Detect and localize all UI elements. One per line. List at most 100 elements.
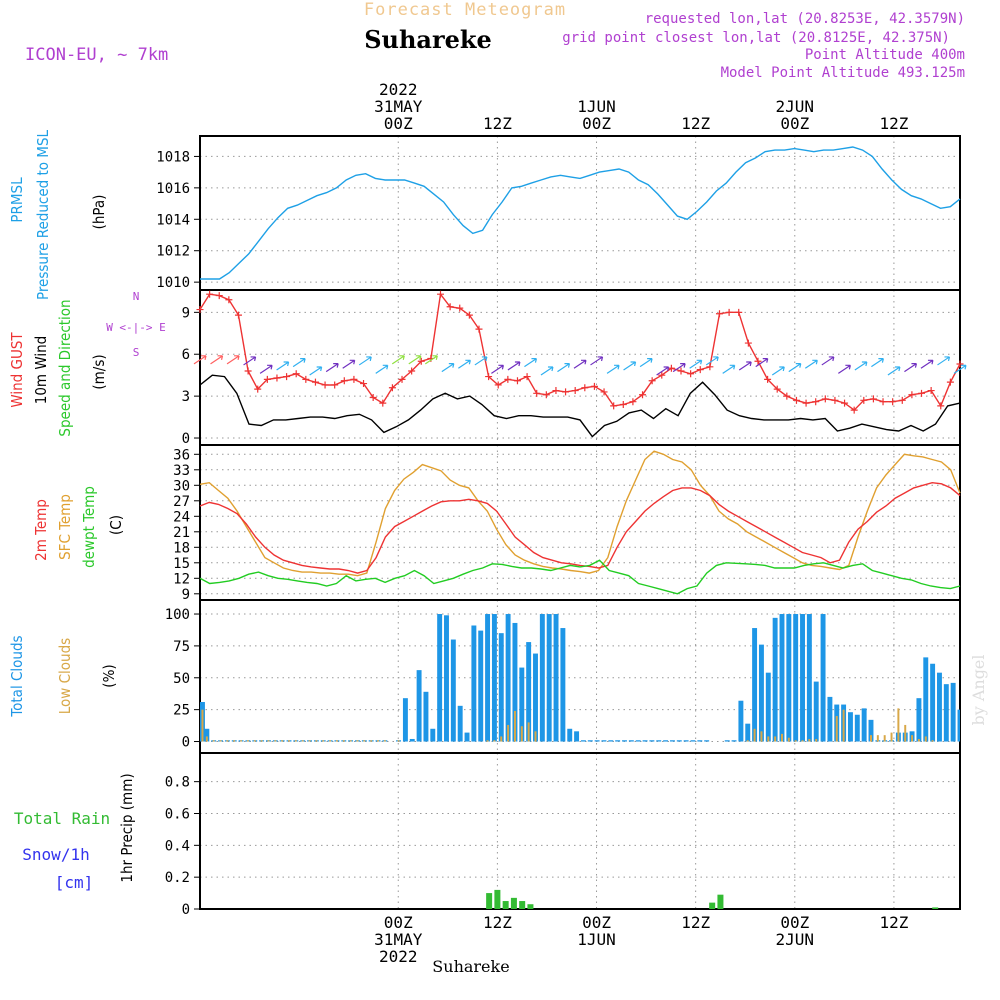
snow-unit-label: [cm] <box>55 873 94 892</box>
wind-arrow <box>358 356 372 366</box>
wind-arrow <box>590 356 604 366</box>
y-tick-label: 0 <box>182 431 190 447</box>
wind-arrow <box>788 363 802 373</box>
y-tick-label: 1014 <box>156 212 190 228</box>
y-tick-label: 18 <box>173 540 190 556</box>
model-label: ICON-EU, ~ 7km <box>25 45 168 65</box>
total-cloud-bar <box>485 614 491 742</box>
gust-line-marker <box>408 367 416 375</box>
gust-line-marker <box>821 395 829 403</box>
low-cloud-bar <box>315 740 318 742</box>
wind-arrow <box>920 359 934 369</box>
y-tick-label: 9 <box>182 305 190 321</box>
total-cloud-bar <box>779 614 785 742</box>
gust-line-marker <box>244 367 252 375</box>
wind-arrow <box>375 364 389 374</box>
low-cloud-bar <box>377 740 380 742</box>
panel-wind: 0 3 6 9 <box>182 289 961 447</box>
total-cloud-bar <box>943 684 949 742</box>
y-tick-label: 9 <box>182 587 190 603</box>
gust-line-marker <box>889 398 897 406</box>
gust-line-marker <box>812 398 820 406</box>
wind-unit: (m/s) <box>90 354 108 389</box>
low-cloud-bar <box>917 738 920 742</box>
time-label: 00Z <box>582 114 611 133</box>
snow-label: Snow/1h <box>22 845 89 864</box>
y-tick-label: 15 <box>173 556 190 572</box>
gust-line-marker <box>225 296 233 304</box>
total-cloud-bar <box>813 681 819 742</box>
sfc-label: SFC Temp <box>56 494 74 560</box>
gust-line-marker <box>369 394 377 402</box>
low-cloud-bar <box>780 733 783 742</box>
gust-line-marker <box>311 378 319 386</box>
dewpt-line <box>199 559 961 595</box>
total-cloud-bar <box>526 642 532 742</box>
requested-coords: requested lon,lat (20.8253E, 42.3579N) <box>645 11 965 27</box>
clouds-unit: (%) <box>100 664 118 687</box>
low-cloud-bar <box>356 740 359 742</box>
total-cloud-bar <box>752 628 758 742</box>
y-tick-label: 50 <box>173 671 190 687</box>
total-cloud-bar <box>601 740 607 742</box>
low-cloud-bar <box>808 738 811 742</box>
total-cloud-bar <box>628 740 634 742</box>
low-cloud-bar <box>876 735 879 742</box>
low-cloud-bar <box>931 740 934 742</box>
panel-precip: 0 0.2 0.4 0.6 0.8 <box>165 752 961 918</box>
low-cloud-bar <box>335 740 338 742</box>
total-cloud-bar <box>800 614 805 742</box>
wind-arrow <box>854 361 868 371</box>
total-cloud-bar <box>676 740 682 742</box>
gust-line-marker <box>446 303 454 311</box>
y-tick-label: 0.6 <box>165 806 190 822</box>
wind-arrow <box>623 361 637 371</box>
time-label: 12Z <box>483 114 512 133</box>
low-cloud-bar <box>513 710 516 742</box>
temp2m-label: 2m Temp <box>32 499 50 561</box>
gust-line-marker <box>696 366 704 374</box>
total-cloud-bar <box>478 630 484 742</box>
wind-arrow <box>424 355 438 365</box>
gust-line-marker <box>523 373 531 381</box>
time-label: 12Z <box>681 114 710 133</box>
gust-line-marker <box>437 290 445 298</box>
wind-arrow <box>259 364 273 374</box>
low-cloud-bar <box>835 716 838 742</box>
y-tick-label: 1010 <box>156 275 190 291</box>
point-altitude: Point Altitude 400m <box>805 47 965 63</box>
wind-arrow <box>804 359 818 369</box>
place-title: Suhareke <box>364 25 492 54</box>
rain-bar <box>510 897 517 909</box>
wind-arrow <box>408 355 422 365</box>
gust-line-marker <box>379 399 387 407</box>
total-cloud-bar <box>868 719 874 742</box>
footer-place: Suhareke <box>432 957 509 976</box>
wind-arrow <box>904 363 918 373</box>
gust-line-marker <box>792 396 800 404</box>
low-cloud-bar <box>288 740 290 742</box>
low-cloud-bar <box>226 740 229 742</box>
total-cloud-bar <box>820 614 826 742</box>
gust-line-marker <box>658 371 666 379</box>
gust-line-marker <box>898 396 906 404</box>
total-cloud-bar <box>697 740 703 742</box>
wind-arrow <box>755 358 769 368</box>
total-cloud-bar <box>464 732 470 742</box>
wind-arrow <box>557 363 571 373</box>
rain-label: Total Rain <box>14 809 110 828</box>
gust-line-marker <box>927 387 935 395</box>
gust-line-marker <box>494 381 502 389</box>
chart-title: Forecast Meteogram <box>364 0 566 20</box>
wind-arrow <box>325 363 339 373</box>
low-cloud-bar <box>219 740 222 742</box>
gust-line-marker <box>937 402 945 410</box>
total-cloud-bar <box>806 614 812 742</box>
gust-line-marker <box>485 373 493 381</box>
y-tick-label: 6 <box>182 347 190 363</box>
gust-line-marker <box>456 304 464 312</box>
total-cloud-bar <box>519 667 525 742</box>
compass-n: N <box>133 290 140 303</box>
